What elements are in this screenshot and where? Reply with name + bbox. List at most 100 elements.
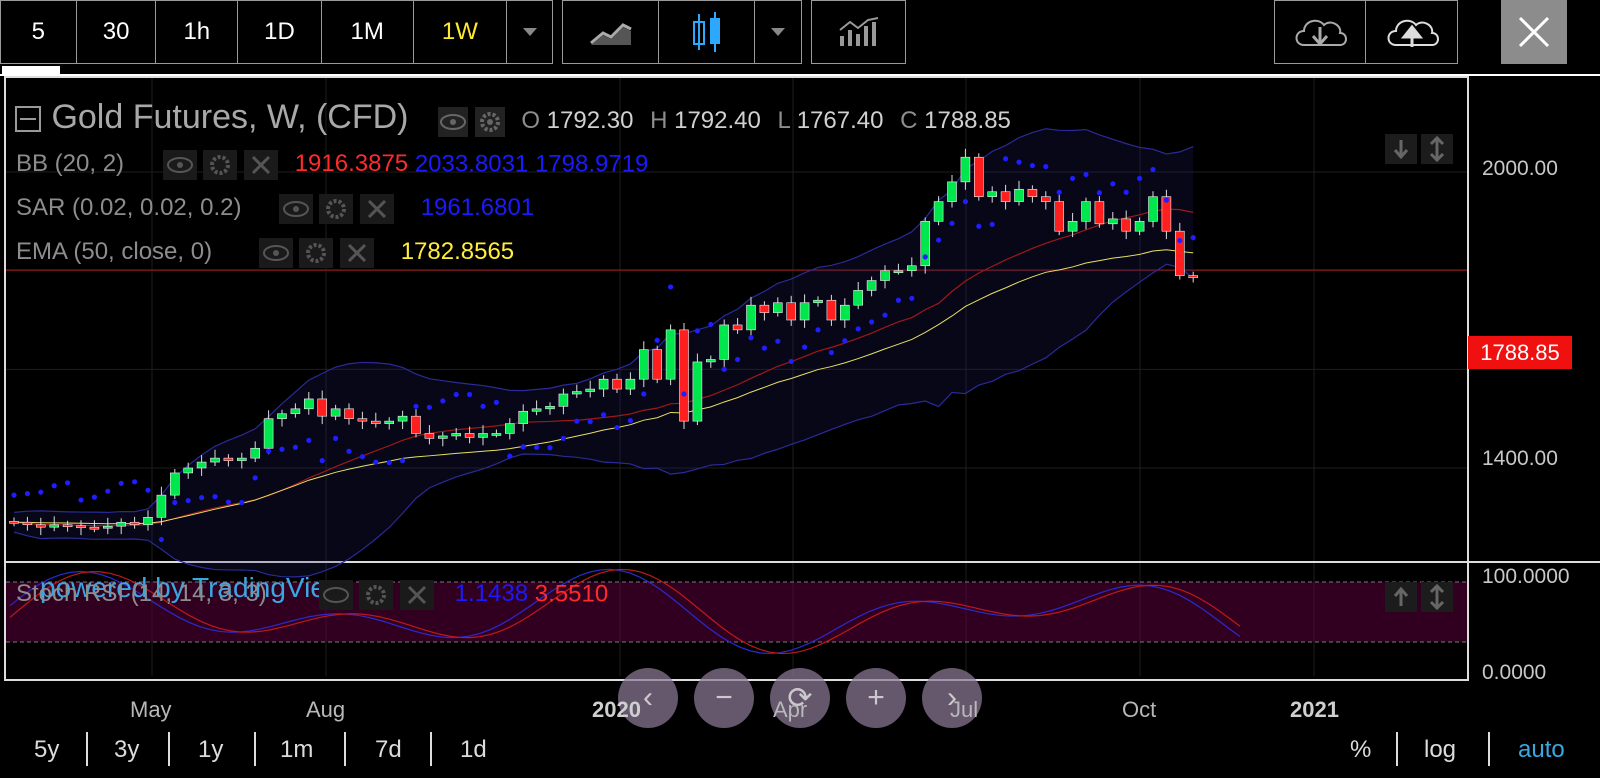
arrow-updown-icon[interactable] xyxy=(1421,582,1454,612)
sar-dot xyxy=(1163,197,1169,203)
stoch-d-line xyxy=(9,568,1241,655)
close-icon[interactable] xyxy=(244,150,279,180)
line-chart-button[interactable] xyxy=(563,1,660,63)
powered-by-link[interactable]: powered by TradingView xyxy=(40,572,347,603)
candle-chart-button[interactable] xyxy=(659,1,756,63)
arrow-updown-icon[interactable] xyxy=(1421,134,1454,164)
time-label-2021: 2021 xyxy=(1290,697,1339,722)
scroll-right-button[interactable]: › xyxy=(922,668,982,728)
time-label-aug: Aug xyxy=(306,697,346,722)
cloud-load-button[interactable] xyxy=(1275,1,1366,63)
range-5y-button[interactable]: 5y xyxy=(34,736,60,763)
eye-icon[interactable] xyxy=(437,106,468,137)
arrow-up-icon[interactable] xyxy=(1385,582,1417,612)
interval-30-button[interactable]: 30 xyxy=(77,1,157,63)
gear-icon[interactable] xyxy=(299,238,334,268)
indicators-icon xyxy=(838,17,878,46)
stoch-label-100: 100.0000 xyxy=(1482,565,1570,588)
chevron-down-icon xyxy=(522,28,537,36)
time-label-may: May xyxy=(130,697,172,722)
eye-icon[interactable] xyxy=(278,194,313,224)
candle-body xyxy=(76,525,86,529)
sar-dot xyxy=(480,403,486,409)
eye-icon[interactable] xyxy=(258,238,293,268)
sar-dot xyxy=(346,448,352,454)
candle-body xyxy=(464,433,475,438)
sar-dot xyxy=(708,321,714,328)
sar-dot xyxy=(426,404,432,410)
interval-1d-button[interactable]: 1D xyxy=(238,1,322,63)
gear-icon[interactable] xyxy=(203,150,238,180)
sar-dot xyxy=(574,418,580,424)
candle-body xyxy=(89,526,100,530)
eye-icon[interactable] xyxy=(162,150,197,180)
sar-dot xyxy=(627,418,634,424)
sar-dot xyxy=(1056,189,1062,195)
gear-icon[interactable] xyxy=(474,106,505,137)
chart-area[interactable]: Gold Futures, W, (CFD) O 1792.30 H 1792.… xyxy=(0,76,1600,728)
percent-toggle[interactable]: % xyxy=(1350,736,1372,763)
scroll-left-button[interactable]: ‹ xyxy=(618,668,678,728)
sar-dot xyxy=(1190,235,1196,241)
interval-1w-button[interactable]: 1W xyxy=(414,1,508,63)
candle-body xyxy=(317,398,328,417)
arrow-down-icon[interactable] xyxy=(1385,134,1417,164)
close-icon[interactable] xyxy=(400,580,435,610)
log-toggle[interactable]: log xyxy=(1424,736,1457,763)
sar-dot xyxy=(1029,162,1035,169)
indicators-button[interactable] xyxy=(812,1,905,63)
interval-5-button[interactable]: 5 xyxy=(1,1,77,63)
cloud-save-button[interactable] xyxy=(1366,1,1457,63)
time-label-apr: Apr xyxy=(773,697,808,722)
sar-dot xyxy=(185,497,191,504)
candle-body xyxy=(451,433,462,437)
chevron-down-icon xyxy=(771,28,786,36)
range-1d-button[interactable]: 1d xyxy=(460,736,487,763)
close-button[interactable] xyxy=(1501,0,1567,64)
sar-dot xyxy=(1137,175,1143,182)
reset-button[interactable]: ⟳ xyxy=(770,668,830,728)
sar-dot xyxy=(467,391,473,398)
sar-dot xyxy=(802,344,808,350)
candle-body xyxy=(35,524,46,528)
sar-dot xyxy=(1043,163,1049,170)
zoom-out-button[interactable]: − xyxy=(694,668,754,728)
sar-dot xyxy=(1110,181,1116,187)
candle-body xyxy=(1121,218,1131,232)
gear-icon[interactable] xyxy=(359,580,394,610)
sar-dot xyxy=(252,475,258,481)
interval-1m-button[interactable]: 1M xyxy=(322,1,414,63)
eye-icon[interactable] xyxy=(318,580,353,610)
close-icon[interactable] xyxy=(340,238,375,268)
sar-dot xyxy=(440,398,446,404)
gear-icon[interactable] xyxy=(319,194,354,224)
close-icon[interactable] xyxy=(360,194,395,224)
candle-body xyxy=(237,457,247,461)
chart-type-dropdown-button[interactable] xyxy=(755,1,801,63)
interval-1h-button[interactable]: 1h xyxy=(156,1,239,63)
candle-body xyxy=(344,408,354,419)
sar-dot xyxy=(24,491,30,497)
sar-dot xyxy=(895,297,902,303)
line-chart-icon xyxy=(589,23,632,45)
range-3y-button[interactable]: 3y xyxy=(114,736,140,763)
sar-dot xyxy=(1016,159,1022,165)
candle-body xyxy=(116,521,126,527)
candle-body xyxy=(357,418,368,422)
time-label-oct: Oct xyxy=(1122,697,1157,722)
zoom-in-button[interactable]: + xyxy=(846,668,906,728)
range-7d-button[interactable]: 7d xyxy=(375,736,402,763)
auto-toggle[interactable]: auto xyxy=(1518,736,1565,763)
interval-dropdown-button[interactable] xyxy=(507,1,552,63)
scroll-handle[interactable] xyxy=(2,66,60,76)
sar-dot xyxy=(386,459,392,466)
candle-body xyxy=(558,393,569,407)
candle-body xyxy=(478,433,488,438)
range-1m-button[interactable]: 1m xyxy=(280,736,314,763)
candle-body xyxy=(103,525,113,529)
candle-body xyxy=(1134,221,1145,232)
range-1y-button[interactable]: 1y xyxy=(198,736,224,763)
close-icon xyxy=(1518,16,1550,48)
sar-dot xyxy=(547,445,553,451)
sar-legend: SAR (0.02, 0.02, 0.2) 1961.6801 xyxy=(16,194,534,224)
